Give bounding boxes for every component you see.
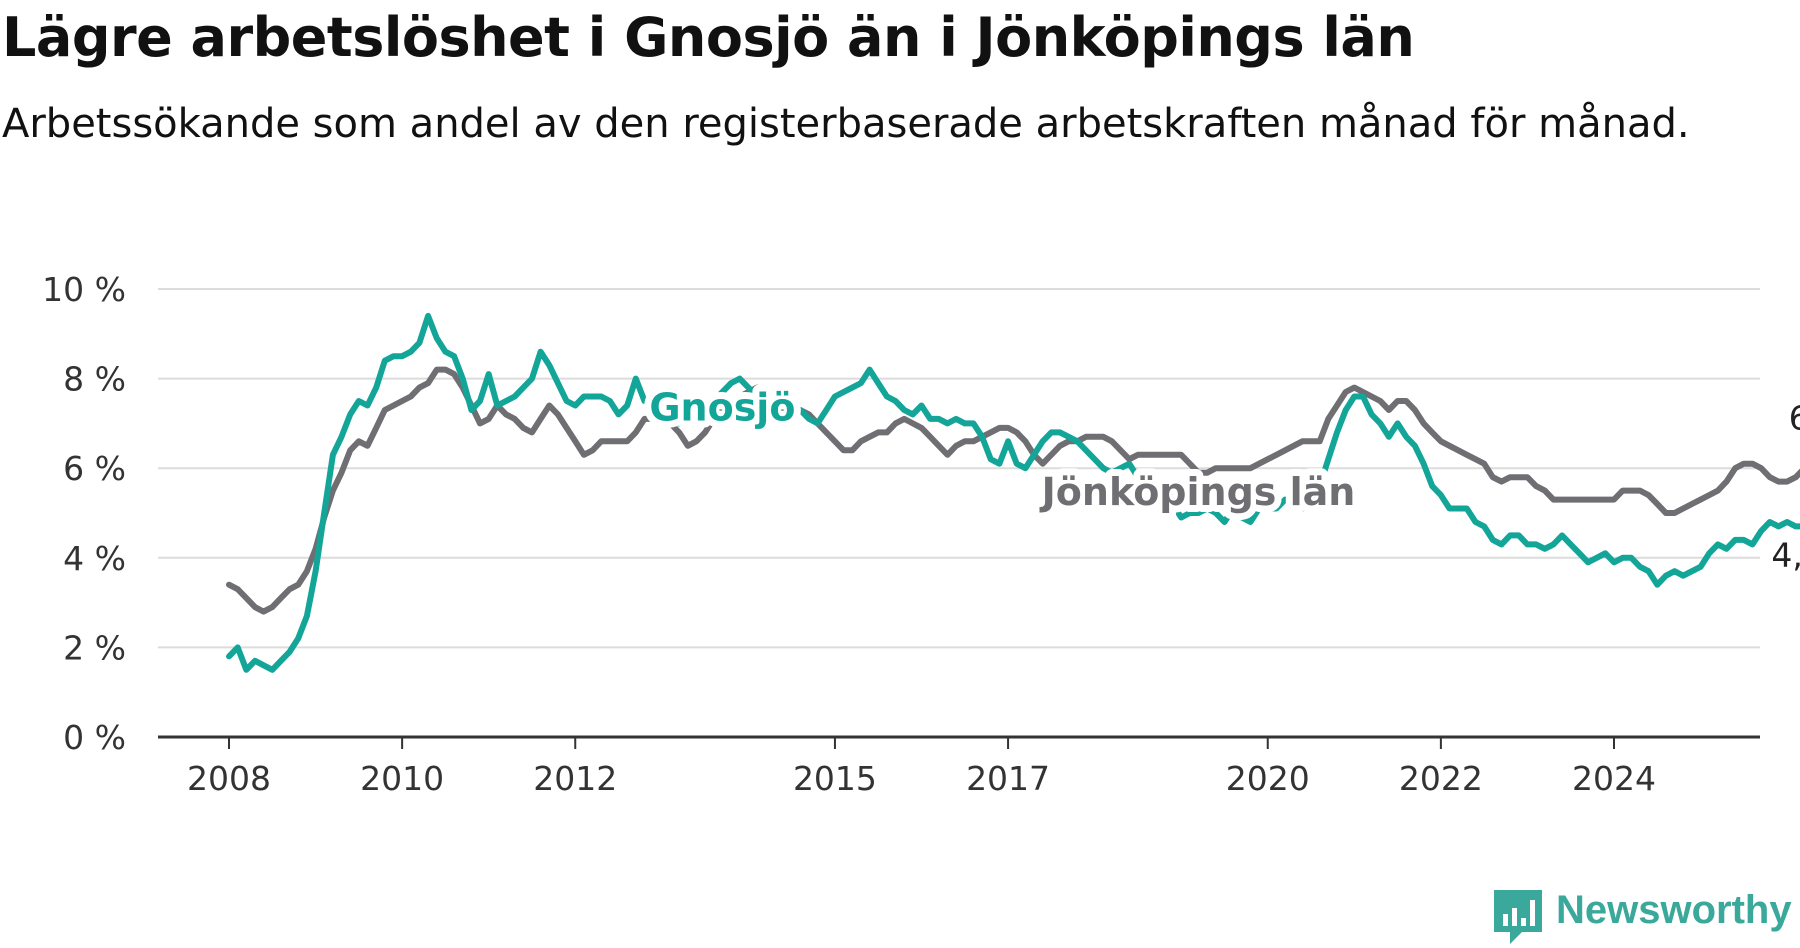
brand-name: Newsworthy bbox=[1556, 888, 1792, 932]
y-axis-ticks: 0 % 2 % 4 % 6 % 8 % 10 % bbox=[42, 270, 126, 757]
chart-subtitle: Arbetssökande som andel av den registerb… bbox=[2, 101, 1690, 147]
x-tick-label: 2017 bbox=[966, 759, 1050, 798]
y-tick-label: 4 % bbox=[63, 539, 126, 578]
end-label-jonkoping: 6,1 % bbox=[1789, 399, 1800, 438]
y-tick-label: 0 % bbox=[63, 718, 126, 757]
x-tick-label: 2010 bbox=[360, 759, 444, 798]
y-tick-label: 6 % bbox=[63, 449, 126, 488]
y-tick-label: 8 % bbox=[63, 360, 126, 399]
series-labels: Gnosjö Jönköpings län 6,1 % 4,7 % bbox=[642, 379, 1800, 575]
end-label-gnosjo: 4,7 % bbox=[1771, 535, 1800, 574]
x-tick-label: 2008 bbox=[187, 759, 271, 798]
series-line-jonkoping bbox=[226, 366, 1800, 615]
newsworthy-brand: Newsworthy bbox=[1492, 888, 1792, 944]
y-tick-label: 2 % bbox=[63, 628, 126, 667]
x-axis-ticks: 2008 2010 2012 2015 2017 2020 2022 2024 bbox=[187, 737, 1656, 798]
x-tick-label: 2024 bbox=[1572, 759, 1656, 798]
series-label-jonkoping: Jönköpings län bbox=[1039, 470, 1356, 514]
gridlines bbox=[158, 288, 1760, 649]
x-tick-label: 2020 bbox=[1226, 759, 1310, 798]
newsworthy-logo-icon bbox=[1494, 890, 1542, 944]
x-tick-label: 2012 bbox=[533, 759, 617, 798]
series-line-gnosjo bbox=[226, 312, 1800, 673]
series-lines bbox=[226, 312, 1800, 673]
x-tick-label: 2015 bbox=[793, 759, 877, 798]
x-tick-label: 2022 bbox=[1399, 759, 1483, 798]
chart-title: Lägre arbetslöshet i Gnosjö än i Jönköpi… bbox=[2, 6, 1415, 69]
y-tick-label: 10 % bbox=[42, 270, 126, 309]
series-label-gnosjo: Gnosjö bbox=[649, 386, 795, 430]
